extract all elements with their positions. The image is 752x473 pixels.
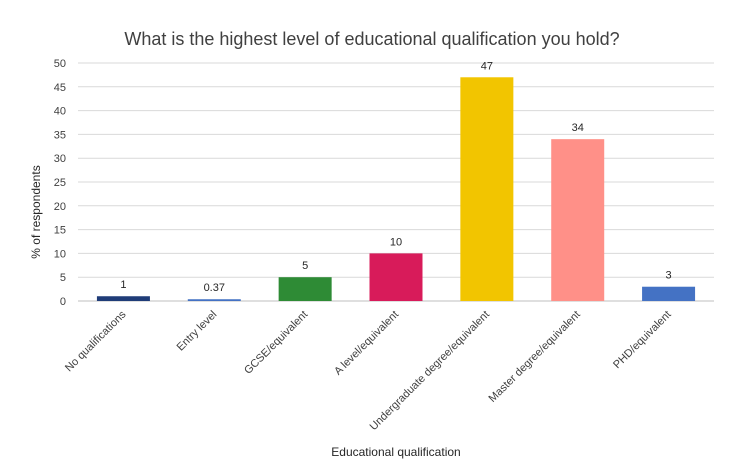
y-tick-label: 10 [54,248,66,260]
data-label: 10 [390,236,402,248]
y-tick-label: 50 [54,58,66,70]
y-tick-label: 35 [54,129,66,141]
y-tick-label: 45 [54,82,66,94]
chart-title: What is the highest level of educational… [124,29,619,49]
bar [460,77,514,301]
bar [369,253,423,301]
x-axis-categories: No qualifications Entry level GCSE/equival… [63,308,674,433]
y-tick-label: 25 [54,177,66,189]
x-category-label: Entry level [175,309,220,354]
data-labels: 1 0.37 5 10 47 34 3 [120,60,671,294]
data-label: 5 [302,260,308,272]
data-label: 3 [666,270,672,282]
bar [551,139,605,301]
data-label: 34 [572,122,584,134]
y-tick-label: 0 [60,296,66,308]
bar [187,299,241,301]
bar [278,277,332,301]
x-category-label: GCSE/equivalent [242,309,310,377]
y-tick-label: 5 [60,272,66,284]
bars [96,77,696,301]
data-label: 1 [120,279,126,291]
data-label: 47 [481,60,493,72]
x-axis-title: Educational qualification [331,445,460,459]
y-tick-label: 20 [54,201,66,213]
x-category-label: Master degree/equivalent [487,309,583,405]
x-category-label: A level/equivalent [332,309,401,378]
y-axis-title: % of respondents [29,165,43,258]
y-axis-ticks: 0 5 10 15 20 25 30 35 40 45 50 [54,58,66,308]
y-tick-label: 40 [54,106,66,118]
data-label: 0.37 [204,282,225,294]
y-tick-label: 15 [54,225,66,237]
x-category-label: No qualifications [63,308,129,374]
x-category-label: PHD/equivalent [611,309,674,372]
y-tick-label: 30 [54,153,66,165]
bar [642,286,696,301]
bar [96,296,150,301]
gridlines [78,62,714,278]
